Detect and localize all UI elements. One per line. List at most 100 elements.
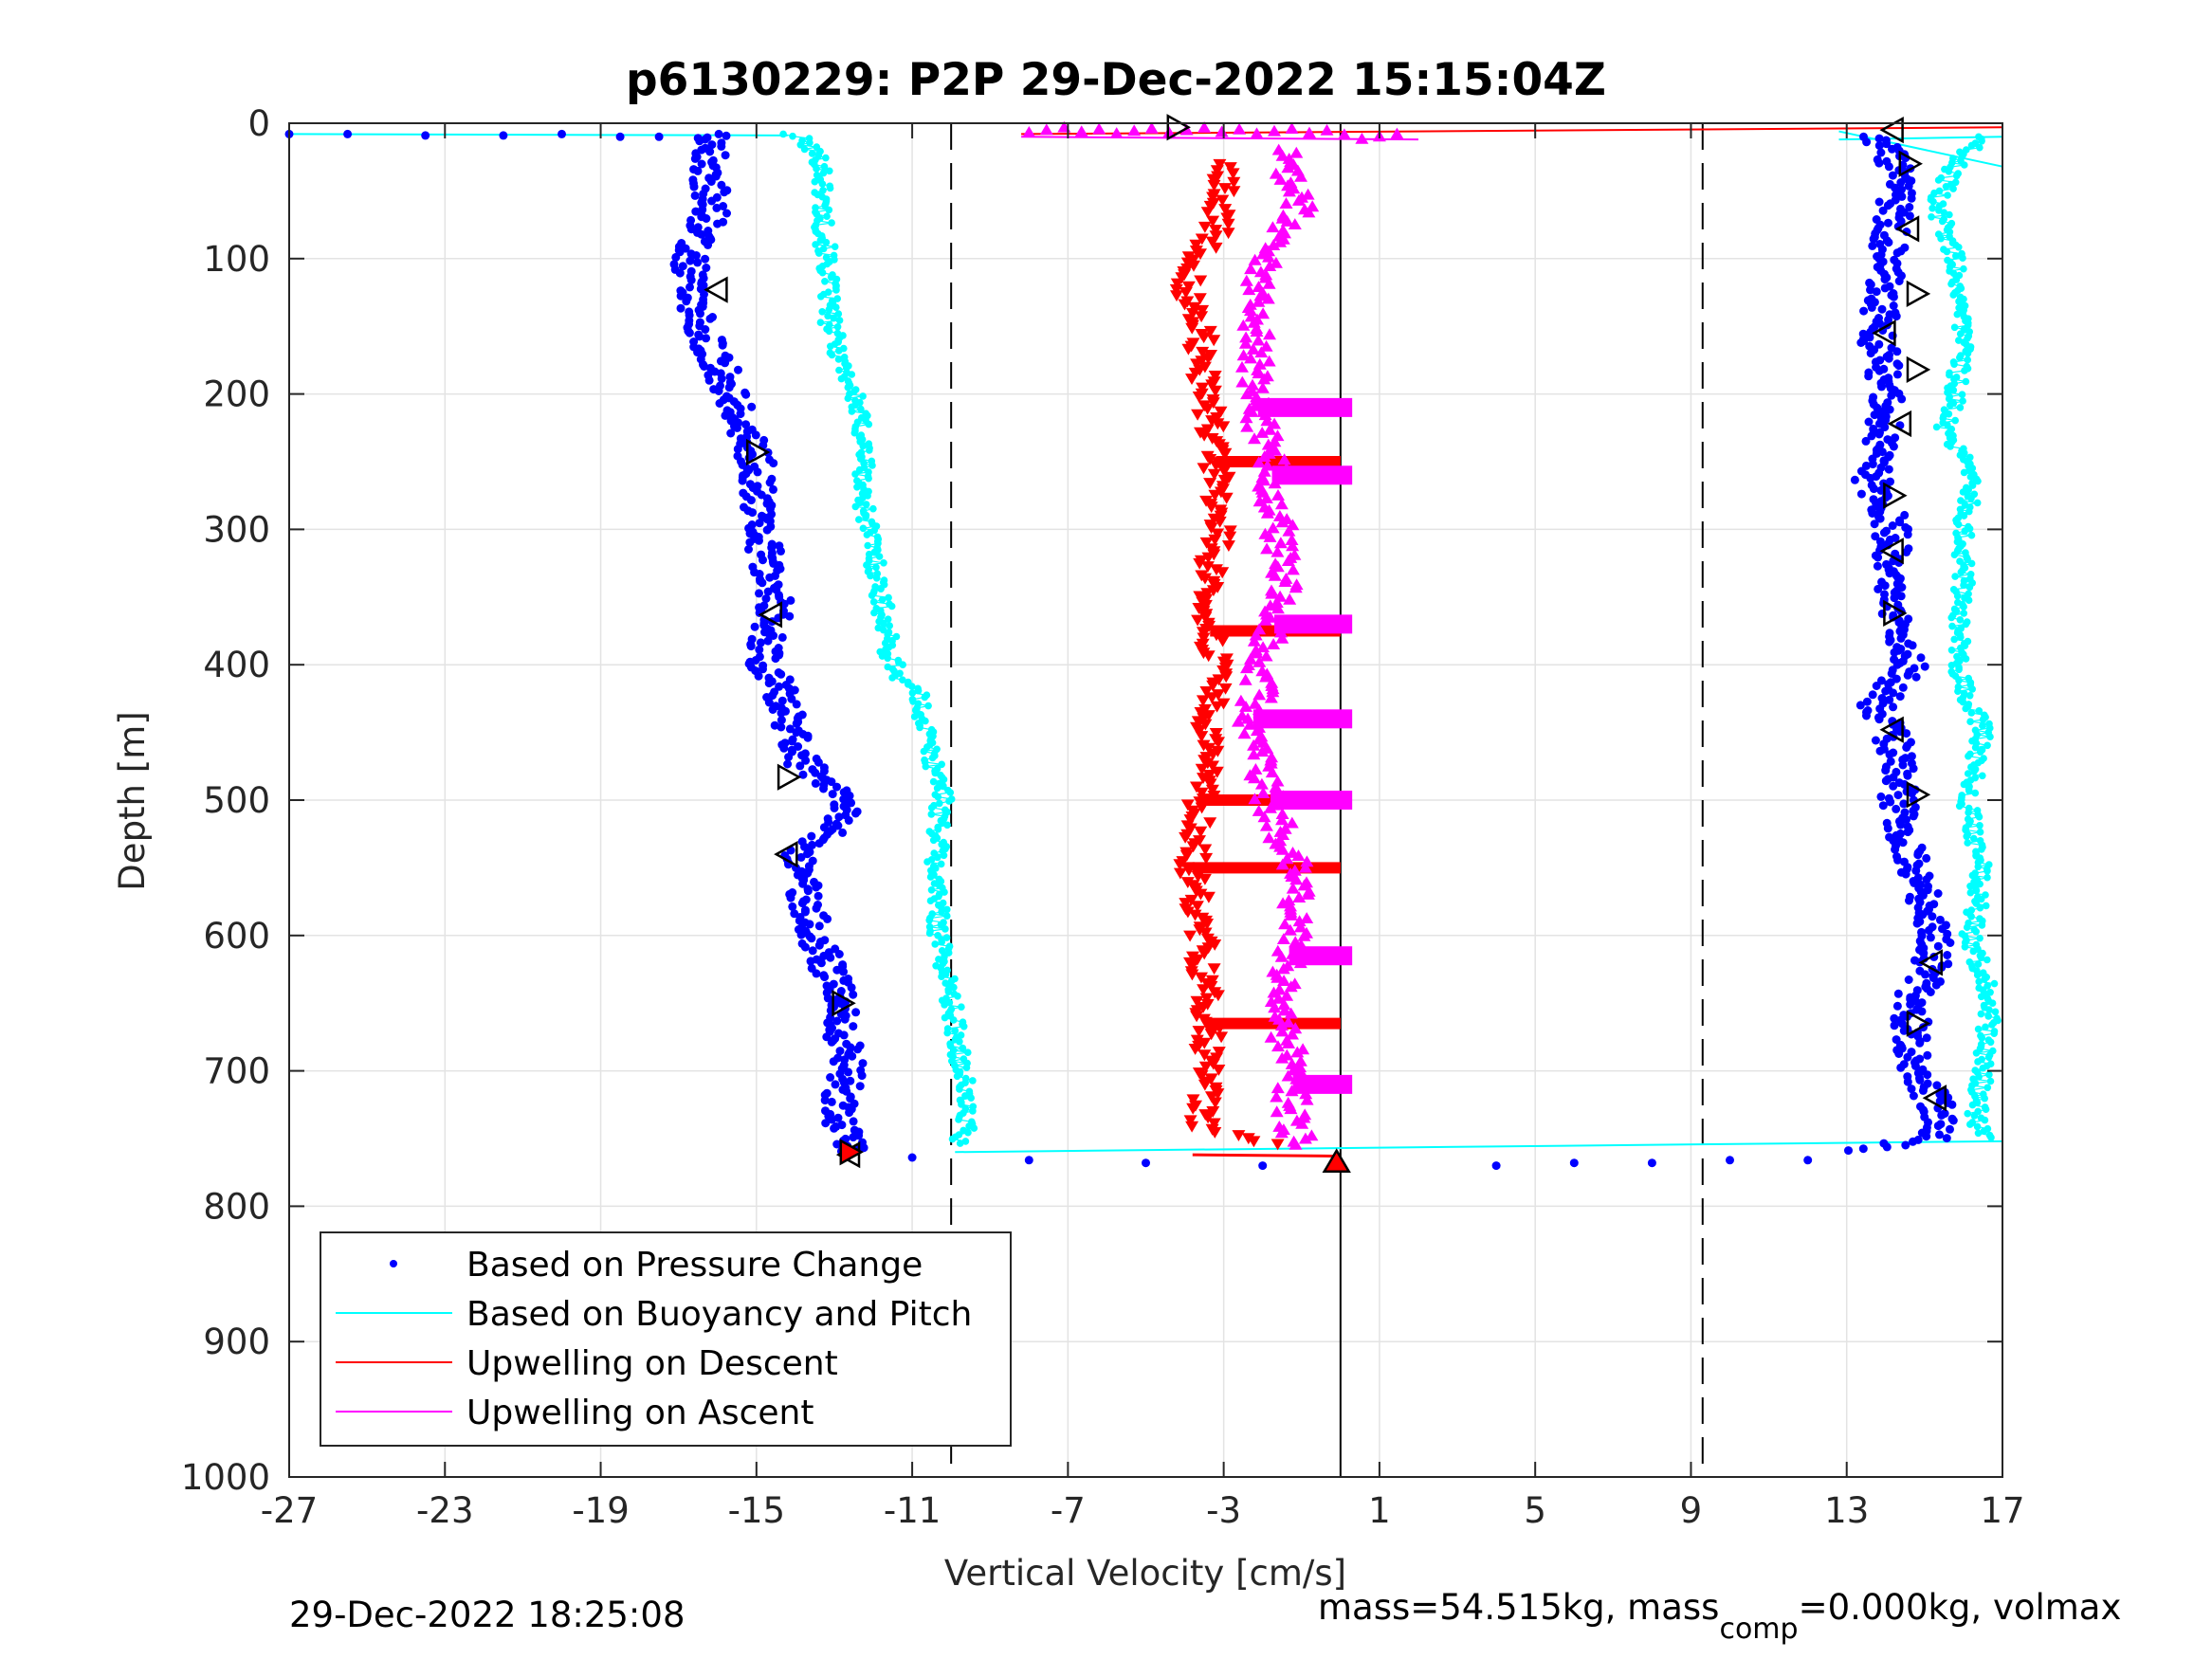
ascent-point: [1298, 861, 1312, 873]
ascent-point: [1263, 599, 1277, 611]
pressure-point: [777, 632, 787, 642]
ascent-point: [1300, 855, 1314, 867]
pressure-point: [1881, 776, 1891, 786]
ascent-point: [1261, 292, 1275, 304]
descent-point: [1227, 176, 1241, 189]
descent-point: [1203, 200, 1217, 212]
descent-point: [1196, 304, 1210, 317]
open-triangle-marker-7: [1166, 114, 1191, 141]
descent-point: [1180, 877, 1195, 888]
pressure-point: [1903, 670, 1912, 680]
descent-point: [1201, 1112, 1216, 1124]
descent-point: [1200, 424, 1215, 436]
pressure-point: [831, 1080, 840, 1089]
pressure-point: [1889, 301, 1898, 310]
pressure-point: [745, 538, 755, 547]
ascent-point: [1259, 670, 1273, 683]
pressure-point: [1920, 662, 1929, 671]
ascent-point: [1289, 146, 1304, 158]
ascent-point: [1282, 1037, 1296, 1048]
ascent-point: [1285, 816, 1299, 829]
pressure-point: [714, 129, 723, 138]
descent-point: [1210, 766, 1224, 778]
descent-point: [1223, 531, 1237, 543]
descent-point: [1203, 817, 1217, 830]
legend-label-buoyancy: Based on Buoyancy and Pitch: [466, 1295, 972, 1334]
x-tick-label-11: 17: [1980, 1490, 2024, 1531]
pressure-point: [848, 1051, 857, 1061]
descent-point: [1216, 635, 1230, 647]
footer-mass-main: mass=54.515kg, mass: [1318, 1587, 1719, 1628]
ascent-point: [1275, 1051, 1289, 1064]
ascent-point: [1265, 587, 1279, 599]
pressure-point: [857, 1071, 867, 1081]
descent-point: [1211, 1088, 1225, 1100]
legend-box: [320, 1231, 1012, 1447]
ascent-point: [1252, 456, 1266, 468]
ascent-point: [1238, 337, 1252, 349]
ascent-surface-point: [1355, 132, 1369, 144]
x-tick-label-0: -27: [261, 1490, 318, 1531]
pressure-point: [1922, 875, 1931, 884]
pressure-point: [814, 921, 824, 931]
ascent-point: [1243, 718, 1257, 730]
ascent-surface-point: [1074, 125, 1088, 137]
pressure-point: [691, 251, 701, 260]
pressure-point: [812, 969, 821, 978]
pressure-point: [741, 390, 751, 399]
ascent-point: [1279, 197, 1293, 209]
ascent-point: [1274, 498, 1289, 510]
pressure-point: [676, 303, 686, 313]
x-tick-label-5: -7: [1051, 1490, 1086, 1531]
open-triangle-marker-14: [1887, 410, 1912, 438]
ascent-point: [1260, 414, 1274, 427]
pressure-point: [1903, 1052, 1912, 1062]
descent-point: [1183, 1115, 1197, 1127]
pressure-point: [1142, 1158, 1150, 1168]
descent-point: [1182, 865, 1196, 877]
descent-point: [1186, 841, 1200, 853]
descent-point: [1197, 984, 1211, 996]
pressure-point: [820, 1096, 830, 1105]
pressure-point: [1866, 473, 1875, 483]
ascent-point: [1260, 542, 1274, 555]
pressure-point: [1877, 382, 1886, 392]
pressure-point: [858, 1059, 868, 1068]
descent-point: [1209, 242, 1223, 254]
pressure-point: [1937, 1110, 1947, 1120]
descent-point: [1201, 891, 1216, 903]
pressure-point: [769, 459, 778, 468]
ascent-point: [1257, 450, 1271, 462]
ascent-point: [1262, 277, 1276, 289]
pressure-point: [1932, 1081, 1942, 1090]
descent-point: [1179, 831, 1193, 844]
pressure-point: [1856, 489, 1866, 499]
ascent-point: [1275, 149, 1289, 161]
ascent-point: [1247, 738, 1261, 751]
pressure-point: [812, 903, 821, 913]
pressure-point: [1878, 801, 1888, 811]
legend-entry-buoyancy: Based on Buoyancy and Pitch: [336, 1295, 972, 1334]
ascent-point: [1238, 673, 1252, 685]
series-upwelling-ascent: [1021, 120, 1418, 1150]
ascent-point: [1277, 975, 1291, 986]
pressure-point: [700, 362, 709, 371]
pressure-point: [849, 1117, 858, 1126]
descent-point: [1204, 522, 1218, 535]
ascent-point: [1250, 647, 1264, 659]
pressure-point: [1915, 1075, 1925, 1085]
series-pressure-change: [284, 129, 1958, 1171]
pressure-point: [675, 268, 685, 278]
pressure-point: [1910, 1062, 1920, 1070]
grid: [288, 122, 2003, 1478]
ascent-point: [1276, 897, 1290, 909]
descent-point: [1210, 564, 1223, 576]
ascent-surface-point: [1390, 127, 1404, 139]
pressure-point: [1909, 1137, 1917, 1146]
ascent-point: [1266, 685, 1280, 698]
ascent-point: [1297, 879, 1311, 891]
pressure-point: [851, 1008, 861, 1017]
pressure-point: [844, 815, 853, 825]
pressure-point: [722, 131, 731, 140]
pressure-point: [769, 484, 777, 494]
